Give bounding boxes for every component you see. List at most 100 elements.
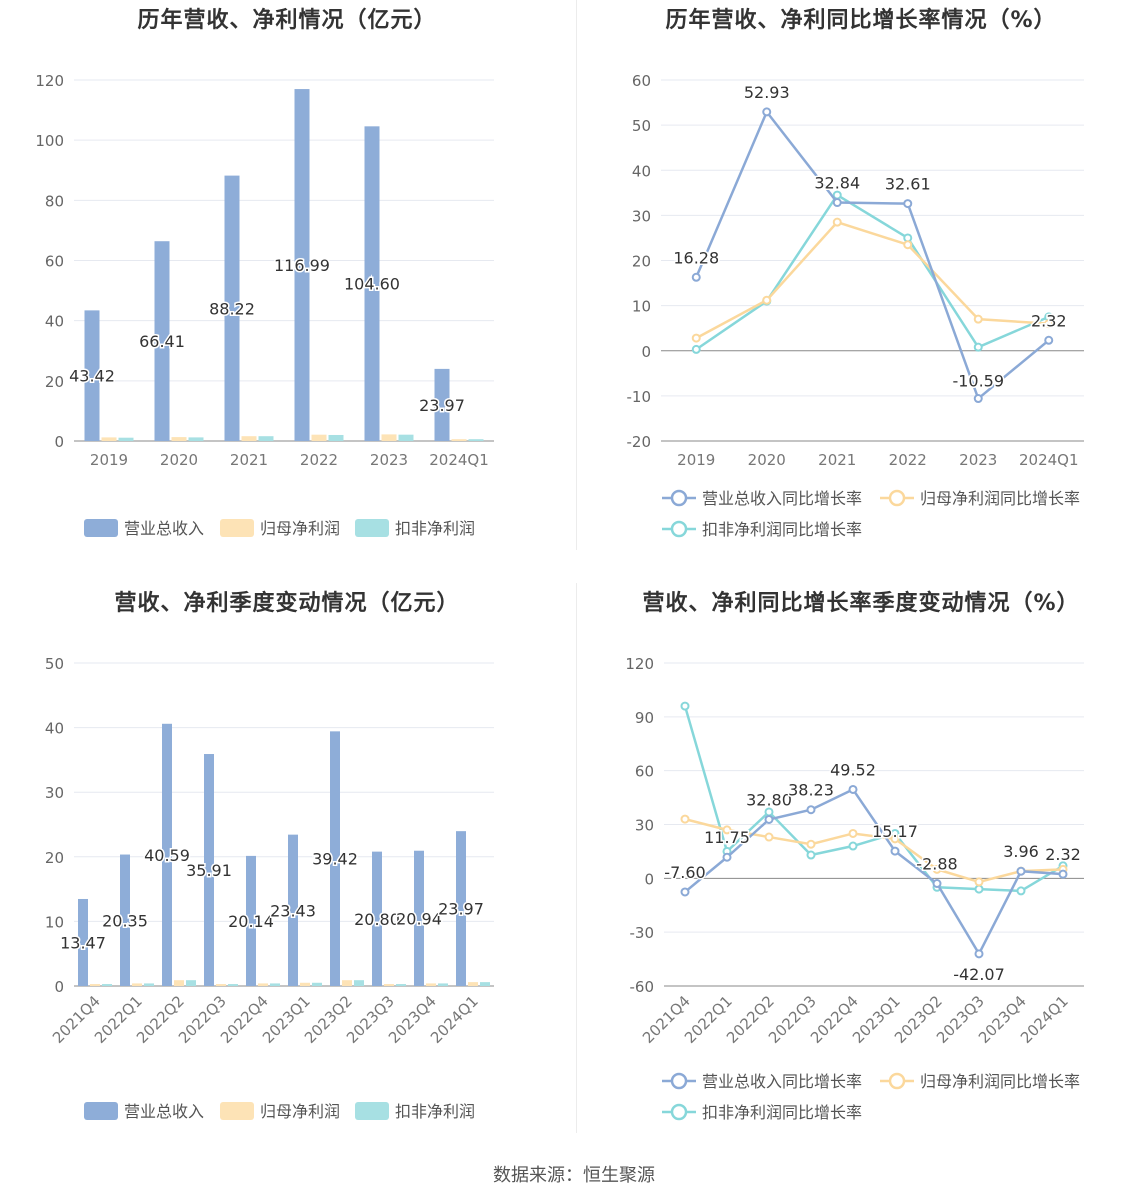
data-point [932, 879, 942, 889]
series-line-net-growth [684, 817, 1064, 884]
legend-label: 营业总收入同比增长率 [702, 489, 862, 508]
line-data-label: -10.59 [952, 372, 1004, 391]
chart-title: 历年营收、净利情况（亿元） [137, 8, 437, 33]
bar-data-label: 23.43 [270, 901, 316, 920]
bar-revenue [288, 834, 298, 986]
bar-data-label: 20.80 [354, 910, 400, 929]
data-point [722, 825, 732, 835]
y-tick-label: -10 [627, 388, 652, 406]
bar-deducted-profit [398, 434, 414, 441]
data-point [691, 272, 701, 282]
x-tick-label: 2023 [370, 451, 408, 469]
bar-revenue [294, 89, 310, 441]
line-data-label: 49.52 [830, 760, 876, 779]
data-point [722, 852, 732, 862]
divider [576, 0, 577, 550]
data-point [974, 949, 984, 959]
bar-revenue [154, 241, 170, 441]
legend-swatch [220, 519, 254, 537]
bar-deducted-profit [312, 982, 322, 986]
data-point [832, 217, 842, 227]
series-line-deducted-growth [683, 705, 1064, 893]
annual-revenue-profit-panel: 历年营收、净利情况（亿元） 0 20 40 60 80 100 120 2019 2020 202… [0, 0, 574, 580]
bar-deducted-profit [468, 439, 484, 441]
legend-marker [670, 1072, 688, 1090]
bar-revenue [372, 851, 382, 986]
y-tick-label: 60 [45, 253, 64, 271]
bar-net-profit [241, 436, 257, 441]
x-tick-label: 2024Q1 [429, 451, 489, 469]
data-point [1058, 869, 1068, 879]
data-point [903, 240, 913, 250]
data-point [764, 832, 774, 842]
y-tick-label: 20 [45, 849, 64, 867]
bar-revenue [84, 310, 100, 441]
quarterly-growth-panel: 营收、净利同比增长率季度变动情况（%） -60 -30 0 30 60 90 120 2021… [574, 583, 1148, 1163]
legend-swatch [220, 1102, 254, 1120]
data-point [762, 295, 772, 305]
data-point [1044, 319, 1054, 329]
legend-label: 归母净利润 [260, 1102, 340, 1121]
y-tick-label: -30 [630, 924, 655, 942]
bar-data-label: 39.42 [312, 850, 358, 869]
bar-deducted-profit [354, 980, 364, 986]
series-line-revenue-growth [684, 787, 1064, 957]
line-data-label: 32.80 [746, 790, 792, 809]
legend-label: 营业总收入 [124, 519, 204, 538]
data-point [974, 884, 984, 894]
legend-marker [670, 520, 688, 538]
legend-marker [670, 1103, 688, 1121]
bar-net-profit [258, 983, 268, 986]
y-tick-label: 10 [632, 298, 651, 316]
bar-deducted-profit [118, 437, 134, 441]
data-point [848, 784, 858, 794]
data-point [806, 850, 816, 860]
bar-net-profit [381, 434, 397, 441]
data-point [764, 814, 774, 824]
bar-revenue [434, 368, 450, 441]
bar-deducted-profit [258, 436, 274, 441]
y-tick-label: 50 [45, 655, 64, 673]
data-point [1044, 335, 1054, 345]
y-tick-label: 60 [632, 72, 651, 90]
bar-data-label: 20.35 [102, 911, 148, 930]
data-point [848, 828, 858, 838]
x-tick-label: 2020 [160, 451, 198, 469]
bar-net-profit [101, 437, 117, 441]
y-tick-label: 40 [632, 162, 651, 180]
bar-data-label: 23.97 [419, 396, 465, 415]
legend-label: 归母净利润 [260, 519, 340, 538]
chart-title: 营收、净利季度变动情况（亿元） [114, 591, 460, 616]
y-tick-label: 30 [635, 817, 654, 835]
chart-title: 历年营收、净利同比增长率情况（%） [665, 8, 1057, 33]
annual-growth-panel: 历年营收、净利同比增长率情况（%） -20 -10 0 10 20 30 40 50 60 201… [574, 0, 1148, 580]
bar-data-label: 13.47 [60, 933, 106, 952]
legend-label: 扣非净利润 [395, 519, 475, 538]
legend-label: 归母净利润同比增长率 [920, 489, 1080, 508]
bar-data-label: 88.22 [209, 299, 255, 318]
quarterly-growth-line-chart: -60-3003060901202021Q42022Q12022Q22022Q3… [625, 655, 1084, 1122]
line-data-label: 16.28 [673, 248, 719, 267]
x-tick-label: 2021 [818, 451, 856, 469]
bar-data-label: 20.94 [396, 909, 442, 928]
bar-deducted-profit [438, 983, 448, 986]
bar-net-profit [311, 434, 327, 441]
bar-revenue [224, 175, 240, 441]
line-data-label: 11.75 [704, 828, 750, 847]
bar-deducted-profit [228, 984, 238, 986]
line-data-label: 52.93 [744, 83, 790, 102]
annual-bar-chart: 0 20 40 60 80 100 120 2019 2020 2021 2022 2023 2024Q… [35, 72, 494, 538]
bar-data-label: 104.60 [344, 275, 400, 294]
bar-revenue [246, 855, 256, 986]
legend-label: 扣非净利润同比增长率 [702, 520, 862, 539]
x-tick-label: 2024Q1 [1019, 451, 1079, 469]
data-source-note: 数据来源：恒生聚源 [493, 1165, 655, 1186]
x-tick-label: 2019 [90, 451, 128, 469]
legend-swatch [84, 1102, 118, 1120]
divider [576, 583, 577, 1133]
bar-net-profit [90, 984, 100, 986]
legend-label: 扣非净利润同比增长率 [702, 1103, 862, 1122]
y-tick-label: 50 [632, 117, 651, 135]
bar-net-profit [171, 437, 187, 441]
y-tick-label: -20 [627, 433, 652, 451]
